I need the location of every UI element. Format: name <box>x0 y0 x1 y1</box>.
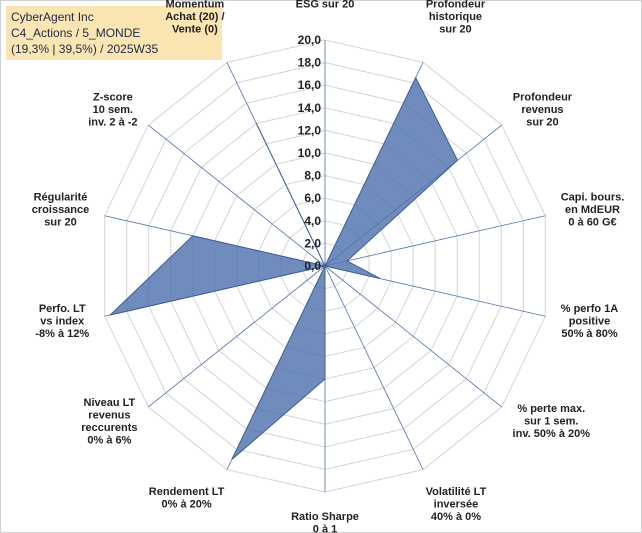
axis-label-line: Vente (0) <box>172 23 218 35</box>
axis-label-line: historique <box>429 11 482 23</box>
title-company: CyberAgent Inc <box>11 10 94 24</box>
axis-spoke <box>324 265 502 408</box>
axis-label: Perfo. LT vs index -8% à 12% <box>35 303 89 340</box>
axis-label-line: % perfo 1A <box>561 303 619 315</box>
axis-spoke <box>324 215 546 267</box>
tick-label: 4,0 <box>304 214 321 228</box>
axis-label-line: inv. 2 à -2 <box>88 116 137 128</box>
axis-spoke <box>324 265 424 470</box>
tick-label: 6,0 <box>304 191 321 205</box>
chart-title-box: CyberAgent Inc C4_Actions / 5_MONDE (19,… <box>6 6 222 60</box>
axis-label-line: 0 à 1 <box>313 524 337 533</box>
axis-label-line: 40% à 0% <box>431 511 481 523</box>
axis-spoke <box>148 124 326 267</box>
axis-label-line: 10 sem. <box>93 104 133 116</box>
axis-label: Niveau LT revenus reccurents 0% à 6% <box>81 397 137 447</box>
axis-label: % perte max. sur 1 sem. inv. 50% à 20% <box>513 403 591 440</box>
axis-label-line: -8% à 12% <box>35 328 89 340</box>
axis-label-line: inv. 50% à 20% <box>513 428 591 440</box>
axis-label: Ratio Sharpe 0 à 1 <box>291 511 359 533</box>
axis-label-line: Perfo. LT <box>39 303 86 315</box>
axis-label: Régularité croissance sur 20 <box>32 192 89 229</box>
axis-label-line: revenus <box>521 104 563 116</box>
axis-label: Momentum Achat (20) / Vente (0) <box>165 0 224 35</box>
axis-label-line: sur 1 sem. <box>524 416 578 428</box>
tick-label: 12,0 <box>298 123 322 137</box>
radar-series <box>108 76 459 460</box>
axis-label-line: Achat (20) / <box>165 11 224 23</box>
tick-label: 16,0 <box>298 78 322 92</box>
axis-label-line: Momentum <box>166 0 225 10</box>
tick-label: 18,0 <box>298 56 322 70</box>
tick-label: 20,0 <box>298 33 322 47</box>
axis-label-line: sur 20 <box>526 116 558 128</box>
axis-label: % perfo 1A positive 50% à 80% <box>561 303 619 340</box>
tick-label: 10,0 <box>298 146 322 160</box>
title-stats: (19,3% | 39,5%) / 2025W35 <box>11 42 159 56</box>
axis-label-line: 0 à 60 G€ <box>568 217 616 229</box>
axis-label-line: Volatilité LT <box>426 486 487 498</box>
tick-label: 0,0 <box>304 259 321 273</box>
axis-label-line: inversée <box>434 499 479 511</box>
axis-label-line: Capi. bours. <box>561 192 625 204</box>
axis-label-line: 50% à 80% <box>561 328 617 340</box>
tick-label: 14,0 <box>298 101 322 115</box>
axis-label-line: 0% à 20% <box>162 499 212 511</box>
axis-label-line: Rendement LT <box>149 486 225 498</box>
axis-label-line: reccurents <box>81 422 137 434</box>
axis-label: Profondeur historique sur 20 <box>426 0 486 35</box>
axis-label-line: Ratio Sharpe <box>291 511 359 523</box>
axis-label-line: ESG sur 20 <box>296 0 355 11</box>
axis-label-line: % perte max. <box>517 403 585 415</box>
axis-label-line: revenus <box>88 409 130 421</box>
axis-label-line: en MdEUR <box>565 204 620 216</box>
axis-label: Capi. bours. en MdEUR 0 à 60 G€ <box>561 192 625 229</box>
tick-label: 2,0 <box>304 236 321 250</box>
axis-label-line: sur 20 <box>439 23 471 35</box>
axis-label-line: positive <box>569 315 611 327</box>
radar-tick-labels: 0,0 2,0 4,0 6,0 8,0 10,0 12,0 14,0 16,0 18,0 20,0 <box>298 33 322 273</box>
axis-label-line: Z-score <box>93 91 133 103</box>
axis-label: Profondeur revenus sur 20 <box>513 91 573 128</box>
axis-label: Z-score 10 sem. inv. 2 à -2 <box>88 91 137 128</box>
axis-label: NoteESG sur 20 <box>296 0 355 11</box>
axis-label-line: Profondeur <box>513 91 573 103</box>
title-category: C4_Actions / 5_MONDE <box>11 26 141 40</box>
series-area <box>108 76 459 460</box>
axis-label-line: Profondeur <box>426 0 486 10</box>
tick-label: 8,0 <box>304 169 321 183</box>
axis-label-line: 0% à 6% <box>87 434 131 446</box>
axis-label-line: Niveau LT <box>84 397 136 409</box>
axis-label-line: sur 20 <box>44 217 76 229</box>
axis-label: Rendement LT 0% à 20% <box>149 486 225 511</box>
axis-label-line: vs index <box>40 315 85 327</box>
axis-label-line: Régularité <box>34 192 88 204</box>
axis-label: Volatilité LT inversée 40% à 0% <box>426 486 487 523</box>
axis-spoke <box>148 265 326 408</box>
axis-label-line: croissance <box>32 204 89 216</box>
